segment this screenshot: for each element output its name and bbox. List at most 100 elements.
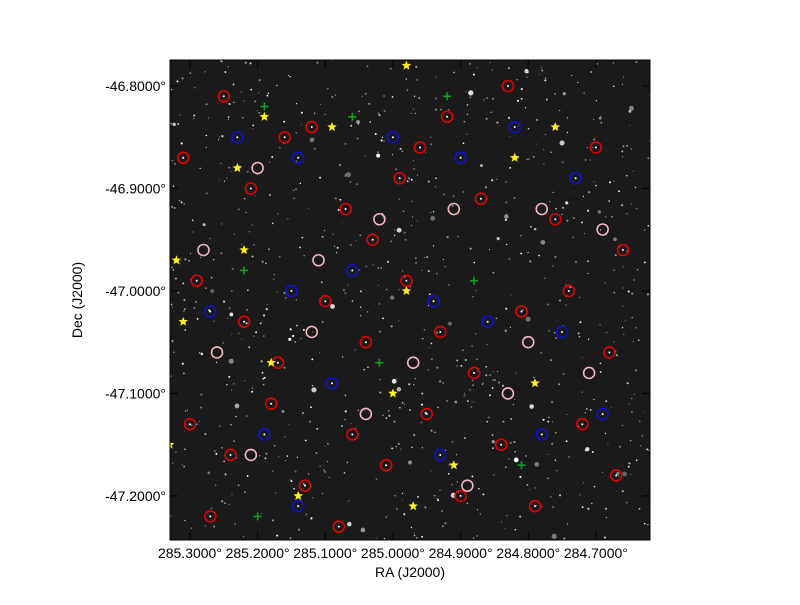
background-star	[231, 389, 233, 391]
background-star	[566, 117, 569, 119]
background-star	[481, 383, 484, 386]
background-star	[507, 67, 510, 70]
background-star	[268, 193, 271, 197]
background-star	[489, 394, 491, 397]
background-star	[597, 210, 602, 214]
marker-ring	[379, 458, 393, 472]
x-tick-label: 285.3000°	[158, 545, 222, 561]
marker-dot	[195, 279, 198, 282]
background-star	[233, 233, 235, 235]
background-star	[421, 535, 424, 538]
background-star	[229, 312, 234, 317]
background-star	[486, 420, 489, 423]
source-marker	[183, 417, 197, 431]
background-star	[260, 513, 262, 515]
background-star	[314, 112, 316, 114]
background-star	[227, 65, 230, 68]
background-star	[366, 65, 369, 68]
background-star	[427, 270, 430, 273]
background-star	[485, 365, 487, 368]
background-star	[199, 256, 201, 259]
marker-dot	[364, 341, 367, 344]
background-star	[469, 96, 472, 99]
background-star	[394, 495, 396, 497]
background-star	[303, 483, 305, 485]
background-star	[628, 403, 630, 405]
background-star	[627, 465, 630, 468]
background-star	[614, 254, 617, 257]
background-star	[179, 114, 182, 116]
background-star	[629, 105, 634, 111]
marker-ring	[501, 387, 515, 400]
background-star	[300, 111, 303, 114]
background-star	[390, 240, 392, 242]
background-star	[437, 499, 440, 502]
background-star	[445, 449, 447, 451]
background-star	[222, 300, 226, 303]
background-star	[263, 335, 265, 337]
background-star	[241, 243, 243, 246]
marker-dot	[567, 289, 570, 292]
background-star	[521, 309, 524, 312]
background-star	[452, 195, 455, 198]
background-star	[604, 432, 607, 435]
background-star	[552, 421, 554, 423]
background-star	[462, 142, 465, 145]
marker-ring	[190, 274, 204, 288]
background-star	[342, 356, 344, 358]
background-star	[497, 371, 499, 373]
background-star	[436, 497, 438, 499]
background-star	[278, 255, 281, 258]
background-star	[248, 231, 251, 233]
background-star	[198, 352, 201, 354]
background-star	[456, 480, 459, 483]
source-marker	[420, 407, 434, 421]
background-star	[294, 470, 297, 473]
source-marker	[332, 520, 346, 533]
background-star	[223, 180, 226, 182]
background-star	[246, 475, 249, 477]
marker-ring	[244, 182, 258, 195]
background-star	[631, 292, 634, 295]
background-star	[507, 116, 511, 119]
background-star	[646, 448, 649, 451]
background-star	[381, 136, 384, 139]
background-star	[394, 229, 396, 231]
background-star	[336, 246, 339, 249]
source-marker	[327, 122, 337, 132]
background-star	[279, 146, 281, 149]
background-star	[440, 108, 442, 111]
background-star	[320, 281, 323, 283]
background-star	[345, 172, 351, 178]
background-star	[359, 234, 361, 236]
background-star	[466, 502, 469, 505]
background-star	[302, 328, 305, 331]
marker-ring	[535, 202, 549, 216]
background-star	[555, 207, 557, 210]
background-star	[430, 136, 432, 138]
background-star	[416, 220, 418, 222]
background-star	[555, 432, 557, 434]
background-star	[372, 264, 374, 266]
source-marker	[253, 512, 262, 521]
source-marker	[454, 151, 467, 165]
source-marker	[210, 346, 224, 359]
background-star	[224, 71, 227, 73]
background-star	[401, 150, 404, 152]
background-star	[463, 394, 466, 397]
background-star	[488, 249, 491, 251]
marker-ring	[589, 141, 603, 154]
background-star	[221, 447, 223, 449]
background-star	[254, 195, 257, 197]
background-star	[264, 457, 267, 460]
source-marker	[535, 428, 549, 441]
background-star	[586, 408, 588, 410]
background-star	[416, 174, 418, 176]
background-star	[284, 459, 286, 462]
source-marker	[401, 285, 412, 296]
marker-dot	[344, 208, 347, 211]
background-star	[240, 91, 242, 93]
background-star	[286, 455, 289, 457]
background-star	[591, 502, 593, 505]
background-star	[613, 180, 615, 182]
